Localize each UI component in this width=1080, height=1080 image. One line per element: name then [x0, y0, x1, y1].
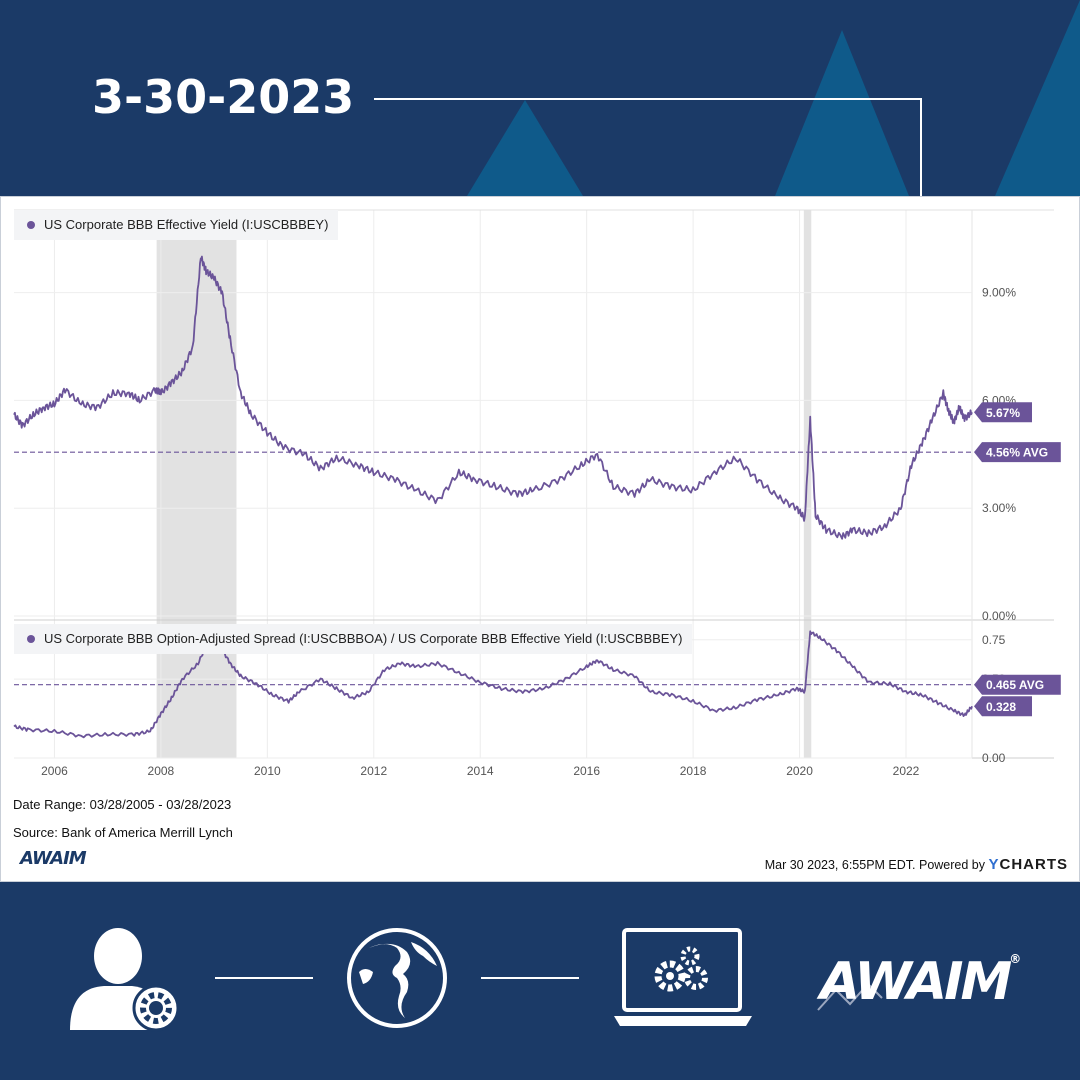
triangle-shape — [995, 0, 1080, 196]
x-tick-label: 2014 — [467, 764, 494, 778]
x-tick-label: 2010 — [254, 764, 281, 778]
chart-canvas: 2006 2008 2010 2012 2014 2016 2018 2020 2022 9.00… — [13, 209, 1061, 778]
x-tick-label: 2022 — [893, 764, 920, 778]
triangle-shape — [467, 100, 583, 196]
chart-panel: 2006 2008 2010 2012 2014 2016 2018 2020 2022 9.00… — [0, 196, 1080, 882]
source-note: Source: Bank of America Merrill Lynch — [13, 825, 233, 840]
awaim-small-logo: AWAIM — [20, 848, 87, 869]
timestamp-text: Mar 30 2023, 6:55PM EDT. Powered by — [764, 858, 985, 872]
legend-yield-label: US Corporate BBB Effective Yield (I:USCB… — [44, 217, 329, 232]
header-banner: 3-30-2023 — [0, 0, 1080, 196]
x-tick-label: 2006 — [41, 764, 68, 778]
divider-line — [481, 977, 579, 979]
x-tick-label: 2016 — [573, 764, 600, 778]
triangle-shape — [775, 30, 909, 196]
globe-icon — [347, 928, 447, 1028]
ratio-avg-tag — [974, 674, 1061, 695]
footer-banner: AWAIM® — [0, 882, 1080, 1080]
yield-series-line — [13, 255, 973, 540]
x-tick-label: 2018 — [680, 764, 707, 778]
x-tick-label: 2020 — [786, 764, 813, 778]
yield-avg-tag — [974, 442, 1061, 463]
registered-mark: ® — [1009, 952, 1022, 966]
legend-ratio-label: US Corporate BBB Option-Adjusted Spread … — [44, 631, 683, 646]
ratio-last-value-tag-label: 0.328 — [986, 700, 1016, 714]
ratio-y-tick-label: 0.75 — [982, 633, 1006, 647]
legend-yield: US Corporate BBB Effective Yield (I:USCB… — [14, 210, 339, 240]
user-gear-icon — [70, 928, 180, 1032]
yield-y-tick-label: 9.00% — [982, 286, 1016, 300]
yield-avg-tag-label: 4.56% AVG — [986, 446, 1048, 460]
timestamp-note: Mar 30 2023, 6:55PM EDT. Powered by YCHA… — [765, 856, 1068, 873]
yield-y-tick-label: 3.00% — [982, 501, 1016, 515]
laptop-gears-icon — [614, 928, 752, 1026]
ycharts-logo[interactable]: YCHARTS — [988, 856, 1068, 873]
x-tick-label: 2012 — [360, 764, 387, 778]
yield-last-value-tag-label: 5.67% — [986, 406, 1020, 420]
recession-band — [803, 210, 812, 758]
x-tick-label: 2008 — [148, 764, 175, 778]
yield-last-value-tag — [974, 402, 1032, 423]
ratio-avg-tag-label: 0.465 AVG — [986, 678, 1044, 692]
legend-dot-icon — [27, 635, 35, 643]
ycharts-y: Y — [988, 856, 1000, 873]
ycharts-rest: CHARTS — [999, 856, 1068, 873]
date-range: Date Range: 03/28/2005 - 03/28/2023 — [13, 797, 232, 812]
page-title: 3-30-2023 — [92, 70, 355, 124]
awaim-logo-text: AWAIM — [820, 952, 1012, 1012]
header-rule-line — [374, 98, 922, 196]
yield-y-tick-label: 0.00% — [982, 609, 1016, 623]
logo-swoosh — [817, 982, 883, 1011]
divider-line — [215, 977, 313, 979]
awaim-logo: AWAIM® — [820, 952, 1021, 1012]
legend-ratio: US Corporate BBB Option-Adjusted Spread … — [14, 624, 693, 654]
header-triangles — [374, 0, 1080, 196]
legend-dot-icon — [27, 221, 35, 229]
ratio-last-value-tag — [974, 696, 1032, 717]
ratio-y-tick-label: 0.00 — [982, 751, 1006, 765]
